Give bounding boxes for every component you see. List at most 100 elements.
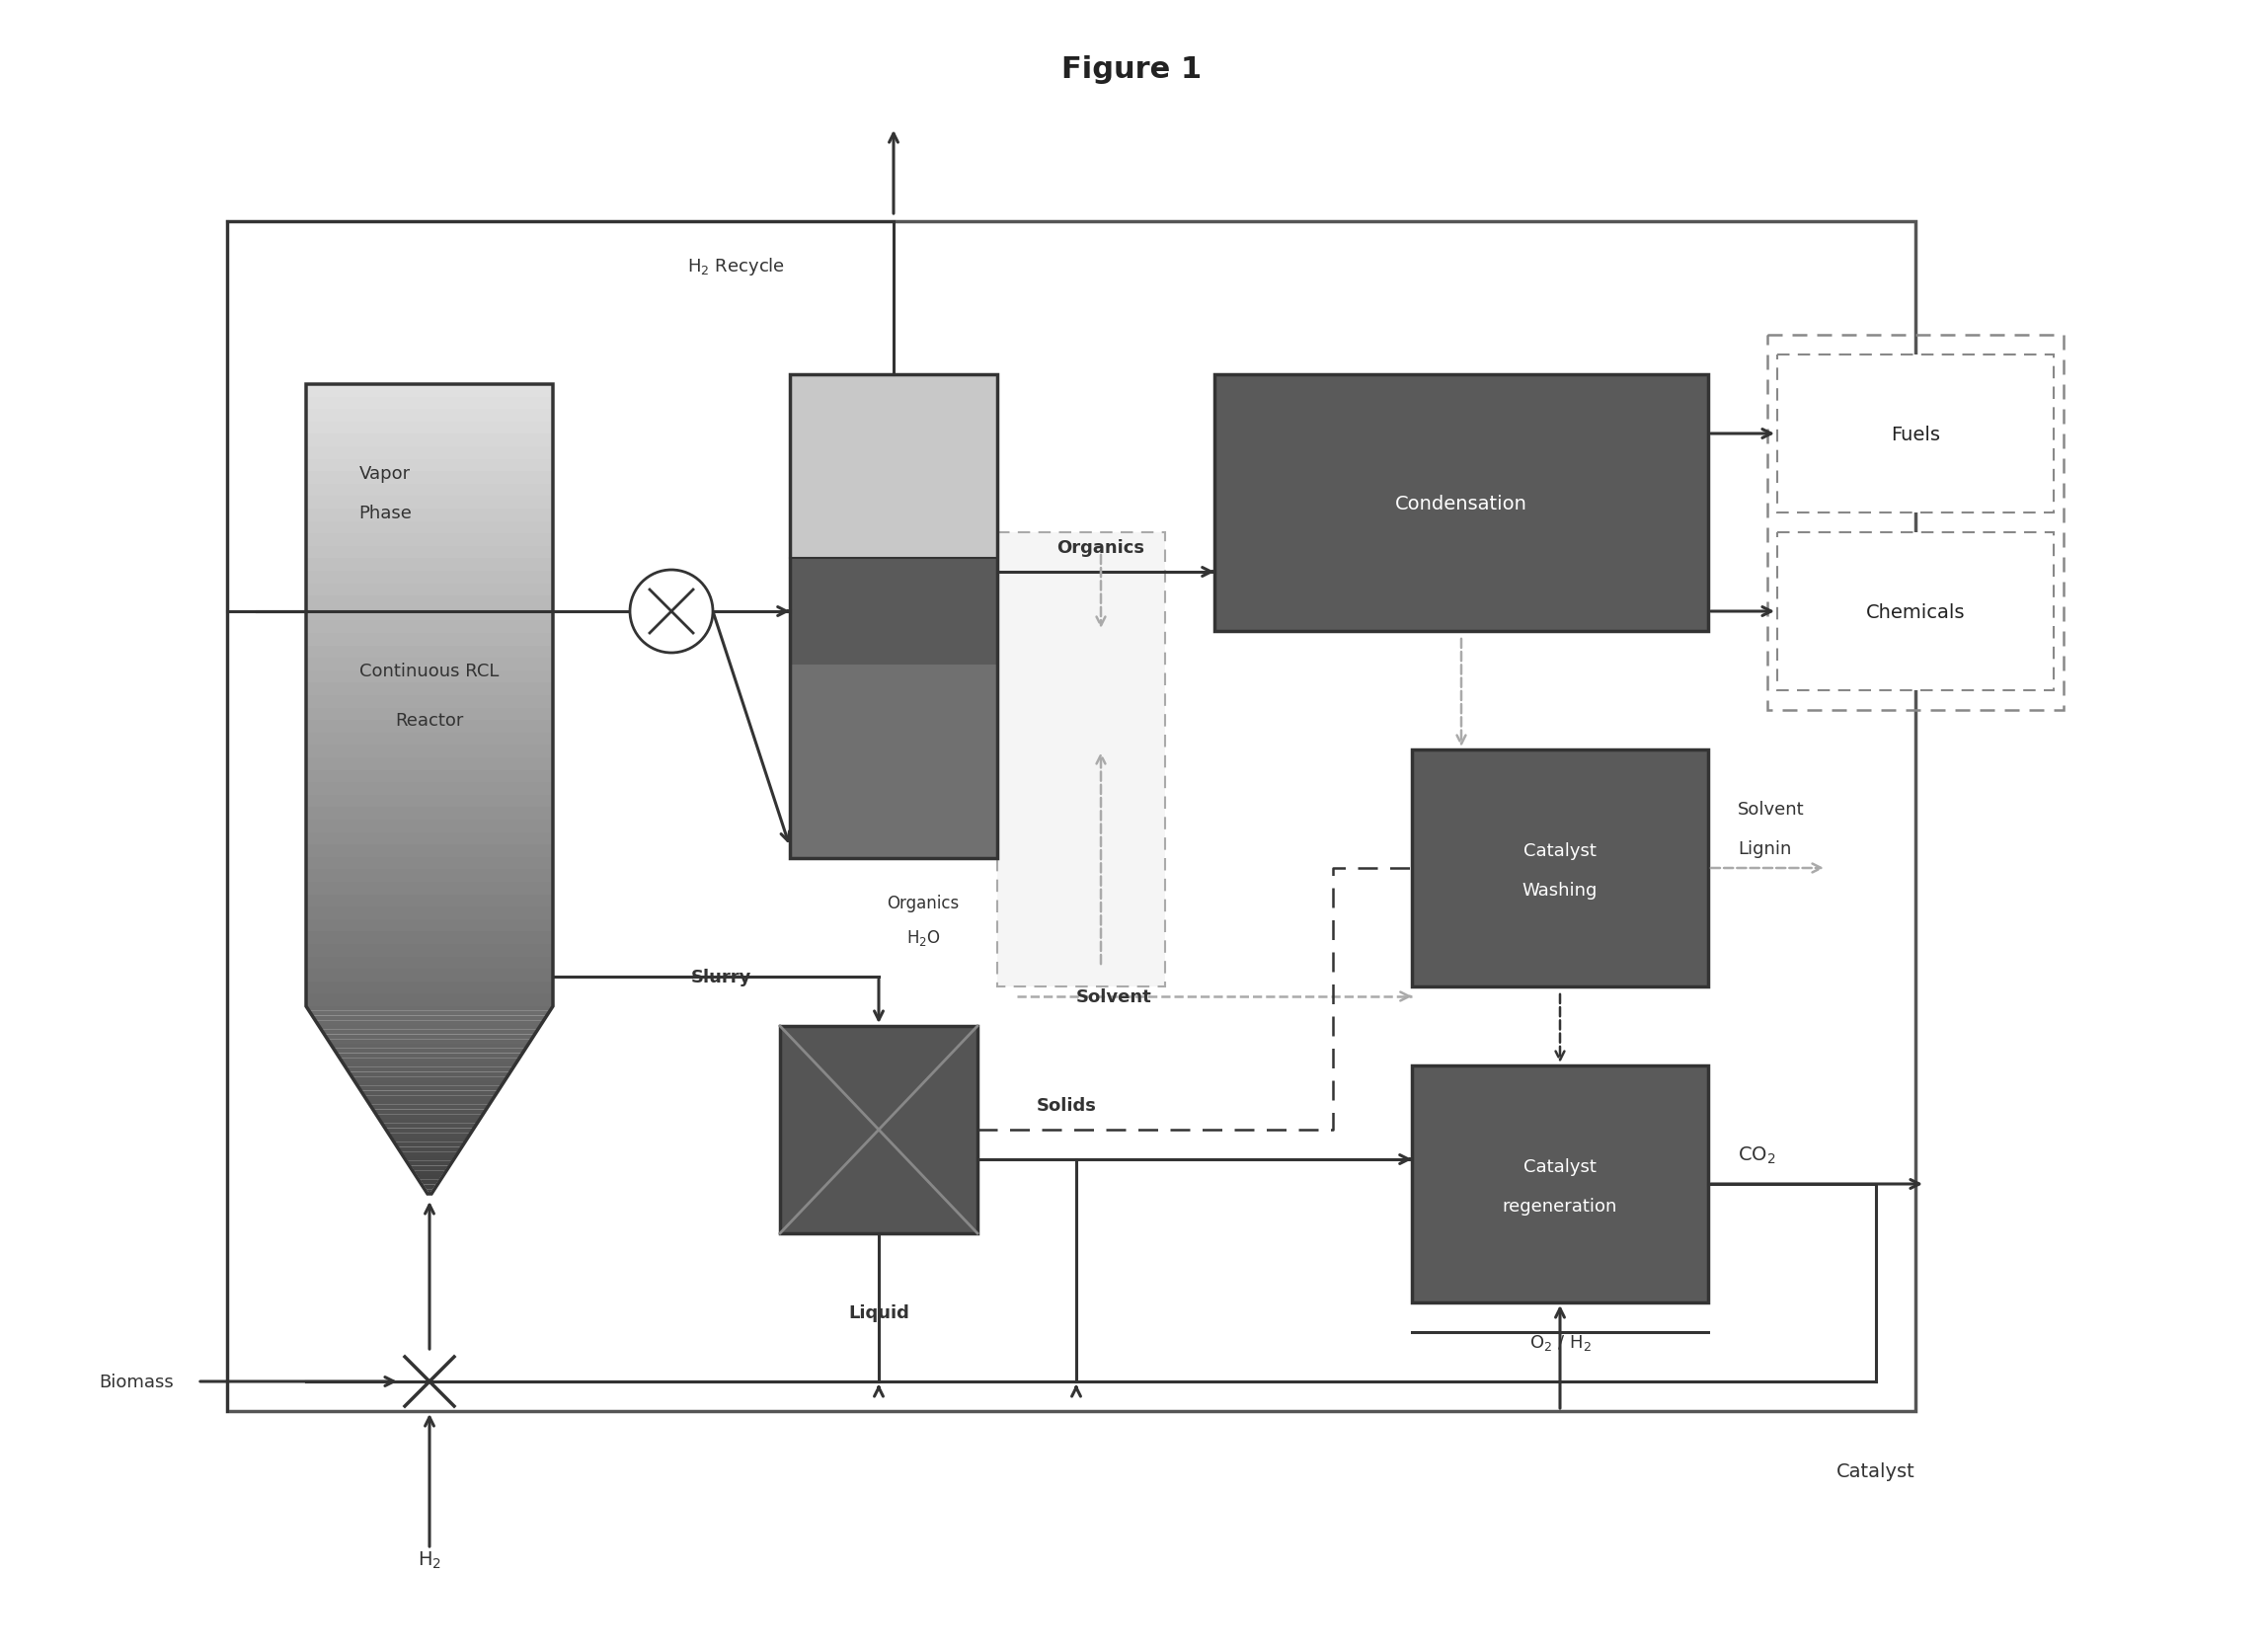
Polygon shape <box>330 1044 527 1049</box>
Polygon shape <box>371 1105 489 1110</box>
Bar <box>306 423 552 436</box>
Bar <box>306 572 552 585</box>
Bar <box>1776 534 2055 691</box>
Bar <box>306 434 552 448</box>
Bar <box>306 558 552 572</box>
Polygon shape <box>391 1138 466 1143</box>
Bar <box>306 509 552 522</box>
Text: Solvent: Solvent <box>1738 800 1804 818</box>
Bar <box>306 534 552 547</box>
Text: CO$_2$: CO$_2$ <box>1738 1145 1776 1165</box>
Text: Phase: Phase <box>358 504 412 522</box>
Bar <box>1215 375 1709 631</box>
Bar <box>998 534 1165 986</box>
Polygon shape <box>382 1123 475 1128</box>
Bar <box>1412 750 1709 986</box>
Polygon shape <box>389 1133 471 1138</box>
Bar <box>306 621 552 634</box>
Text: regeneration: regeneration <box>1503 1198 1618 1214</box>
Text: O$_2$ / H$_2$: O$_2$ / H$_2$ <box>1530 1332 1591 1351</box>
Bar <box>306 385 552 398</box>
Bar <box>306 844 552 859</box>
Bar <box>306 995 552 1008</box>
Polygon shape <box>328 1039 532 1044</box>
Bar <box>306 398 552 411</box>
Bar <box>226 221 1914 1411</box>
Text: Reactor: Reactor <box>396 712 464 729</box>
Bar <box>790 375 998 558</box>
Polygon shape <box>416 1175 441 1180</box>
Polygon shape <box>423 1184 437 1189</box>
Text: Solvent: Solvent <box>1077 988 1152 1006</box>
Text: H$_2$: H$_2$ <box>419 1548 441 1569</box>
Text: Vapor: Vapor <box>360 464 412 482</box>
Text: Liquid: Liquid <box>849 1303 910 1322</box>
Polygon shape <box>312 1016 548 1021</box>
Text: Continuous RCL: Continuous RCL <box>360 662 500 681</box>
Bar <box>306 871 552 884</box>
Polygon shape <box>344 1062 516 1067</box>
Polygon shape <box>355 1082 505 1087</box>
Polygon shape <box>414 1171 446 1175</box>
Bar <box>306 659 552 672</box>
Bar <box>306 857 552 871</box>
Bar <box>790 375 998 859</box>
Bar <box>1776 355 2055 514</box>
Bar <box>306 608 552 623</box>
Polygon shape <box>346 1067 514 1072</box>
Bar <box>306 882 552 895</box>
Bar <box>306 410 552 423</box>
Polygon shape <box>315 1021 543 1026</box>
Bar <box>306 907 552 920</box>
Text: Solids: Solids <box>1036 1097 1098 1113</box>
Polygon shape <box>398 1146 459 1151</box>
Text: Condensation: Condensation <box>1396 494 1528 512</box>
Polygon shape <box>380 1118 480 1123</box>
Text: Washing: Washing <box>1523 881 1598 899</box>
Polygon shape <box>337 1054 523 1059</box>
Bar <box>306 795 552 808</box>
Bar <box>306 981 552 995</box>
Bar <box>306 684 552 697</box>
Text: Organics: Organics <box>887 894 960 912</box>
Bar <box>306 733 552 747</box>
Polygon shape <box>353 1077 507 1082</box>
Bar <box>790 558 998 666</box>
Bar <box>1767 335 2064 710</box>
Text: Fuels: Fuels <box>1892 425 1939 444</box>
Polygon shape <box>369 1100 491 1105</box>
Polygon shape <box>364 1095 493 1100</box>
Polygon shape <box>362 1090 498 1095</box>
Polygon shape <box>373 1110 484 1115</box>
Bar <box>306 819 552 834</box>
Bar <box>306 957 552 970</box>
Bar <box>790 666 998 859</box>
Text: Catalyst: Catalyst <box>1523 1158 1595 1175</box>
Bar <box>306 448 552 461</box>
Bar <box>306 547 552 560</box>
Bar <box>306 522 552 535</box>
Polygon shape <box>324 1034 534 1039</box>
Text: H$_2$ Recycle: H$_2$ Recycle <box>688 256 785 278</box>
Bar <box>306 484 552 497</box>
Text: Catalyst: Catalyst <box>1523 843 1595 859</box>
Bar <box>306 646 552 659</box>
Polygon shape <box>403 1151 457 1156</box>
Bar <box>306 920 552 933</box>
Bar <box>306 720 552 733</box>
Polygon shape <box>421 1180 439 1184</box>
Text: Biomass: Biomass <box>100 1373 174 1391</box>
Polygon shape <box>387 1128 473 1133</box>
Polygon shape <box>339 1059 518 1062</box>
Polygon shape <box>349 1072 509 1077</box>
Polygon shape <box>412 1166 448 1171</box>
Text: Lignin: Lignin <box>1738 839 1792 857</box>
Bar <box>306 497 552 510</box>
Bar <box>306 758 552 771</box>
Text: Figure 1: Figure 1 <box>1061 55 1202 83</box>
Bar <box>781 1026 978 1234</box>
Bar <box>306 596 552 610</box>
Circle shape <box>629 570 713 653</box>
Polygon shape <box>310 1011 550 1016</box>
Text: H$_2$O: H$_2$O <box>905 928 941 947</box>
